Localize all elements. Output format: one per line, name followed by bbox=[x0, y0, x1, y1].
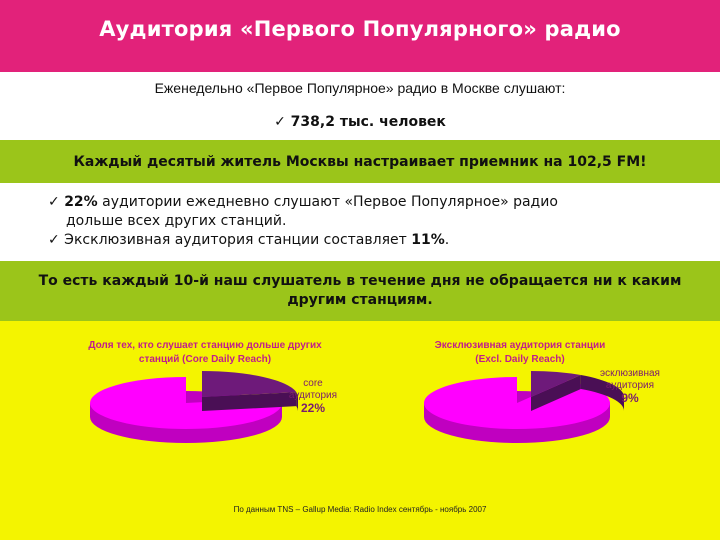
slice-label-exclusive: эсклюзивная аудитория 9% bbox=[592, 368, 668, 404]
bullet-exclusive: ✓ Эксклюзивная аудитория станции составл… bbox=[48, 231, 449, 250]
exclusive-share-text: ✓ Эксклюзивная аудитория станции составл… bbox=[48, 232, 407, 248]
check-icon: ✓ bbox=[48, 194, 60, 210]
pie-slice-highlight-rim bbox=[580, 375, 624, 411]
pie-slice-rest bbox=[90, 377, 283, 429]
banner-tenth: Каждый десятый житель Москвы настраивает… bbox=[0, 140, 720, 183]
exclusive-share-end: . bbox=[444, 232, 450, 248]
banner-tenth-text: Каждый десятый житель Москвы настраивает… bbox=[73, 153, 647, 170]
core-share-text: аудитории ежедневно слушают «Первое Попу… bbox=[102, 194, 558, 210]
pie-charts bbox=[90, 371, 624, 443]
title-bar: Аудитория «Первого Популярного» радио bbox=[0, 0, 720, 72]
slice-label-core-value: 22% bbox=[300, 401, 326, 415]
slice-label-core-text: core аудитория bbox=[288, 378, 338, 401]
pie-slice-highlight-rim bbox=[296, 392, 298, 411]
bullet-core-continued: дольше всех других станций. bbox=[66, 213, 287, 229]
intro-block: Еженедельно «Первое Популярное» радио в … bbox=[0, 72, 720, 140]
pie-slice-highlight bbox=[531, 371, 581, 397]
slice-label-exclusive-value: 9% bbox=[621, 391, 639, 405]
source-note: По данным TNS – Gallup Media: Radio Inde… bbox=[233, 505, 487, 514]
banner-conclusion-text: То есть каждый 10-й наш слушатель в тече… bbox=[38, 273, 682, 308]
bullets-block: ✓ 22% аудитории ежедневно слушают «Перво… bbox=[0, 183, 720, 261]
pie-slice-highlight-group bbox=[202, 371, 298, 411]
pie-slice-highlight-side bbox=[531, 371, 581, 411]
pie-chart-exclusive bbox=[424, 371, 624, 443]
slice-label-exclusive-text: эсклюзивная аудитория bbox=[600, 368, 660, 391]
bullet-core: ✓ 22% аудитории ежедневно слушают «Перво… bbox=[48, 193, 558, 212]
listeners-count: ✓ 738,2 тыс. человек bbox=[274, 114, 446, 130]
charts-panel: Доля тех, кто слушает станцию дольше дру… bbox=[0, 321, 720, 540]
pie-slice-highlight-group bbox=[531, 371, 624, 411]
pie-slice-highlight bbox=[202, 371, 297, 397]
pie-chart-core bbox=[90, 371, 298, 443]
banner-conclusion: То есть каждый 10-й наш слушатель в тече… bbox=[0, 261, 720, 321]
intro-text: Еженедельно «Первое Популярное» радио в … bbox=[154, 80, 566, 96]
page-title: Аудитория «Первого Популярного» радио bbox=[99, 17, 621, 41]
core-share-value: 22% bbox=[64, 194, 98, 210]
slice-label-core: core аудитория 22% bbox=[278, 378, 348, 414]
chart-title-exclusive: Эксклюзивная аудитория станции (Excl. Da… bbox=[434, 340, 606, 365]
chart-title-core: Доля тех, кто слушает станцию дольше дру… bbox=[88, 340, 322, 365]
exclusive-share-value: 11% bbox=[411, 232, 445, 248]
pie-slice-highlight-side bbox=[202, 371, 297, 411]
